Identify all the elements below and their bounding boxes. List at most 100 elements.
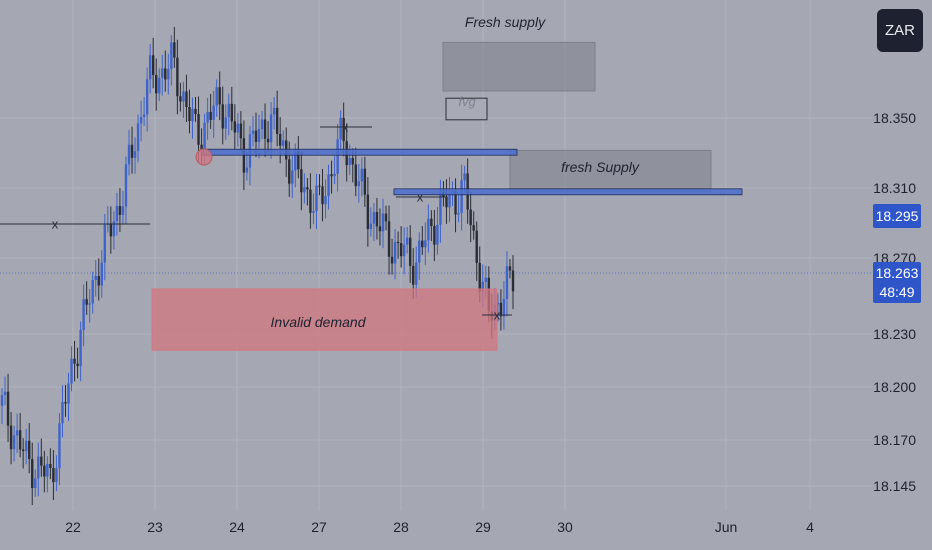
candle-body (94, 276, 97, 281)
candle-body (24, 440, 28, 452)
zone-supply (442, 41, 596, 92)
candle-body (254, 130, 258, 142)
candle-body (109, 223, 113, 237)
x-marker: x (493, 307, 501, 323)
candle-body (366, 194, 370, 229)
candle-body (257, 129, 261, 142)
candle-body (155, 75, 158, 94)
date-tick: 30 (557, 519, 573, 535)
candle-body (260, 119, 264, 130)
candle-body (396, 241, 400, 244)
price-tick: 18.310 (873, 180, 916, 196)
current-price-value: 18.263 (875, 265, 919, 281)
date-tick: 28 (393, 519, 409, 535)
candle-body (460, 180, 463, 214)
candle-body (34, 478, 37, 489)
price-tick: 18.200 (873, 379, 916, 395)
candle-body (200, 144, 203, 151)
candle-body (194, 108, 197, 115)
candle-body (484, 277, 487, 282)
date-tick: 22 (65, 519, 81, 535)
candle-body (167, 68, 170, 80)
candle-body (127, 144, 131, 165)
candle-body (505, 266, 509, 299)
candle-body (176, 57, 179, 97)
candle-body (330, 174, 333, 177)
current-price-badge: 18.263 48:49 (873, 262, 921, 303)
candle-body (266, 138, 270, 143)
candle-body (269, 114, 273, 143)
candle-body (82, 299, 85, 330)
candle-body (327, 174, 330, 197)
candle-body (393, 241, 397, 264)
candle-body (348, 158, 351, 166)
candle-body (224, 117, 227, 129)
candle-body (408, 237, 412, 266)
candle-body (288, 159, 291, 184)
candle-body (191, 108, 194, 122)
candle-body (28, 440, 31, 460)
candle-body (336, 139, 339, 174)
candle-body (88, 303, 91, 305)
candle-body (212, 105, 215, 120)
currency-badge[interactable]: ZAR (877, 9, 923, 52)
candle-body (67, 383, 70, 404)
level-line (202, 148, 518, 156)
candle-body (303, 187, 306, 193)
x-marker: x (51, 216, 59, 232)
candle-body (31, 459, 34, 489)
candle-body (372, 212, 376, 224)
candle-body (97, 276, 100, 286)
candle-body (511, 270, 515, 292)
candle-body (133, 151, 137, 158)
date-tick: 4 (806, 519, 814, 535)
zone-demand (151, 288, 498, 351)
candle-body (251, 130, 255, 135)
candle-body (136, 123, 140, 152)
date-tick: 24 (229, 519, 245, 535)
candle-body (297, 151, 300, 170)
candle-body (300, 169, 303, 193)
candle-body (399, 243, 403, 257)
date-tick: 27 (311, 519, 327, 535)
candle-body (124, 164, 128, 207)
candle-body (306, 187, 309, 190)
candle-body (121, 206, 125, 215)
chart-grid (0, 0, 872, 510)
x-marker: x (416, 189, 424, 205)
candle-body (309, 189, 312, 213)
candle-body (384, 213, 388, 222)
candle-body (381, 213, 385, 232)
candle-body (427, 218, 430, 241)
candle-body (139, 117, 143, 124)
candle-body (445, 196, 448, 208)
candle-body (230, 103, 233, 122)
candle-body (76, 363, 79, 367)
candle-body (333, 173, 336, 177)
candle-body (412, 265, 415, 285)
candle-body (478, 262, 481, 292)
candle-body (418, 240, 421, 263)
candle-body (272, 107, 276, 115)
candle-body (61, 402, 64, 424)
candle-body (203, 122, 206, 151)
price-tick: 18.230 (873, 326, 916, 342)
candle-body (351, 158, 354, 165)
level-price-badge: 18.295 (873, 204, 921, 228)
candle-body (37, 456, 40, 479)
candle-body (49, 463, 52, 468)
candle-body (170, 42, 173, 69)
candle-body (161, 68, 164, 78)
fresh-supply-right-label: fresh Supply (561, 159, 639, 175)
candle-body (499, 302, 503, 317)
candle-body (291, 170, 294, 184)
candle-body (457, 213, 460, 215)
candle-body (439, 192, 442, 225)
candle-body (15, 430, 19, 436)
candle-body (405, 237, 409, 245)
candle-body (91, 280, 94, 304)
zone-fvg (445, 97, 488, 121)
candle-body (6, 391, 10, 426)
candle-body (221, 104, 224, 129)
